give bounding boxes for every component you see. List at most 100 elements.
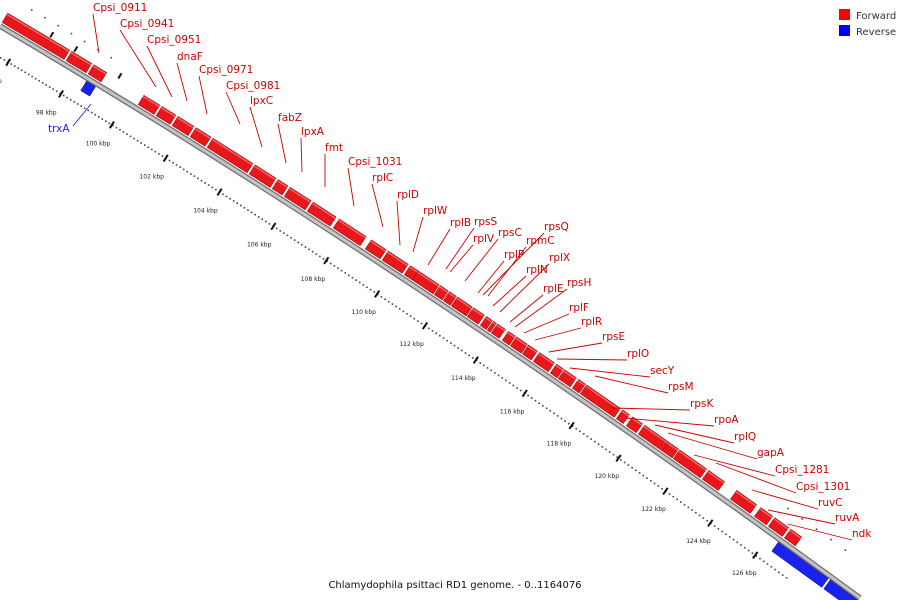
gene-label-forward[interactable]: rplB — [450, 217, 471, 229]
label-leader-line — [715, 462, 797, 494]
gene-label-forward[interactable]: rpsM — [668, 381, 694, 393]
forward-gene-block[interactable] — [332, 218, 367, 247]
gene-label-forward[interactable]: rplW — [423, 205, 448, 217]
gene-label-forward[interactable]: Cpsi_1281 — [775, 464, 829, 476]
forward-gene-block[interactable] — [466, 307, 485, 325]
gene-label-forward[interactable]: rplC — [372, 172, 393, 184]
forward-gene-block[interactable] — [571, 378, 586, 394]
gene-label-forward[interactable]: gapA — [757, 447, 785, 459]
minor-tick — [450, 342, 452, 344]
forward-gene-block[interactable] — [206, 137, 254, 174]
minor-tick — [778, 571, 780, 574]
gene-label-forward[interactable]: ruvA — [835, 512, 860, 524]
gene-label-forward[interactable]: ruvC — [818, 497, 843, 509]
forward-gene-block[interactable] — [155, 106, 177, 125]
minor-tick — [717, 528, 720, 530]
forward-gene-block[interactable] — [486, 320, 497, 333]
forward-gene-block[interactable] — [271, 179, 289, 196]
forward-gene-block[interactable] — [509, 336, 528, 354]
tick-label: 114 kbp — [451, 375, 476, 382]
label-leader-line — [594, 375, 669, 394]
forward-gene-block[interactable] — [137, 94, 161, 115]
gene-label-forward[interactable]: rpmC — [526, 235, 555, 247]
minor-tick — [519, 389, 522, 392]
gene-label-reverse[interactable]: trxA — [48, 123, 70, 135]
gene-label-forward[interactable]: Cpsi_1031 — [348, 156, 402, 168]
gene-label-forward[interactable]: rplV — [473, 233, 495, 245]
gene-label-forward[interactable]: rpsK — [690, 398, 714, 410]
forward-gene-block[interactable] — [753, 507, 774, 526]
forward-gene-block[interactable] — [171, 115, 195, 136]
gene-label-forward[interactable]: dnaF — [177, 51, 203, 63]
gene-label-forward[interactable]: rplR — [581, 316, 602, 328]
gene-label-forward[interactable]: fabZ — [278, 112, 302, 124]
forward-gene-block[interactable] — [189, 127, 212, 147]
forward-gene-block[interactable] — [87, 64, 108, 83]
minor-tick — [785, 577, 788, 579]
minor-tick — [387, 300, 390, 303]
gene-label-forward[interactable]: lpxA — [301, 126, 325, 138]
forward-gene-block[interactable] — [248, 164, 277, 188]
forward-gene-block[interactable] — [579, 384, 621, 418]
gene-label-forward[interactable]: rplE — [543, 283, 564, 295]
forward-gene-block[interactable] — [381, 250, 409, 274]
gene-label-forward[interactable]: rpsH — [567, 277, 591, 289]
forward-gene-block[interactable] — [521, 344, 538, 361]
minor-tick — [13, 65, 16, 67]
minor-tick — [713, 525, 716, 527]
forward-gene-block[interactable] — [283, 186, 312, 211]
forward-gene-block[interactable] — [532, 352, 555, 373]
forward-gene-block[interactable] — [306, 201, 337, 227]
gene-label-forward[interactable]: rplF — [569, 302, 589, 314]
gene-label-forward[interactable]: Cpsi_0941 — [120, 18, 174, 30]
gene-label-forward[interactable]: rplP — [504, 249, 524, 261]
label-leader-line — [751, 489, 819, 510]
forward-gene-block[interactable] — [490, 323, 506, 339]
forward-gene-block[interactable] — [501, 330, 516, 346]
forward-gene-block[interactable] — [65, 50, 93, 74]
major-tick — [49, 31, 55, 38]
gene-label-forward[interactable]: rpoA — [714, 414, 739, 426]
minor-tick — [616, 456, 618, 459]
forward-gene-block[interactable] — [767, 517, 790, 537]
forward-gene-block[interactable] — [433, 285, 449, 301]
gene-label-forward[interactable]: Cpsi_1301 — [796, 481, 850, 493]
gene-label-forward[interactable]: rplN — [526, 264, 548, 276]
gene-label-forward[interactable]: rpsC — [498, 227, 522, 239]
gene-label-forward[interactable]: fmt — [325, 142, 343, 154]
forward-gene-block[interactable] — [411, 270, 440, 295]
forward-gene-block[interactable] — [364, 239, 387, 260]
gene-label-forward[interactable]: rpsQ — [544, 221, 569, 233]
gene-label-forward[interactable]: Cpsi_0911 — [93, 2, 147, 14]
gene-label-forward[interactable]: rplX — [549, 252, 570, 264]
forward-gene-block[interactable] — [783, 528, 803, 547]
forward-gene-block[interactable] — [442, 291, 457, 306]
gene-label-forward[interactable]: ndk — [852, 528, 872, 540]
forward-gene-block[interactable] — [661, 441, 679, 459]
reverse-gene-block[interactable] — [771, 541, 829, 588]
forward-gene-block[interactable] — [549, 363, 564, 379]
major-tick — [58, 89, 64, 98]
gene-label-forward[interactable]: Cpsi_0971 — [199, 64, 253, 76]
forward-gene-block[interactable] — [615, 409, 630, 425]
gene-label-forward[interactable]: secY — [650, 365, 675, 377]
reverse-gene-block[interactable] — [80, 80, 96, 97]
forward-gene-block[interactable] — [729, 489, 758, 514]
gene-label-forward[interactable]: Cpsi_0951 — [147, 34, 201, 46]
minor-tick — [497, 374, 500, 377]
forward-gene-block[interactable] — [672, 449, 708, 479]
forward-gene-block[interactable] — [479, 316, 493, 330]
gene-label-forward[interactable]: rpsE — [602, 331, 625, 343]
gene-label-forward[interactable]: lpxC — [250, 95, 273, 107]
gene-label-forward[interactable]: rplO — [627, 348, 649, 360]
forward-gene-block[interactable] — [450, 296, 473, 317]
reverse-gene-block[interactable] — [823, 579, 859, 600]
gene-label-forward[interactable]: Cpsi_0981 — [226, 80, 280, 92]
forward-gene-block[interactable] — [557, 369, 577, 388]
gene-label-forward[interactable]: rplD — [397, 189, 419, 201]
forward-gene-block[interactable] — [1, 12, 71, 60]
legend-swatch-forward — [839, 9, 850, 20]
gene-label-forward[interactable]: rpsS — [474, 216, 497, 228]
forward-gene-block[interactable] — [701, 469, 726, 492]
gene-label-forward[interactable]: rplQ — [734, 431, 756, 443]
